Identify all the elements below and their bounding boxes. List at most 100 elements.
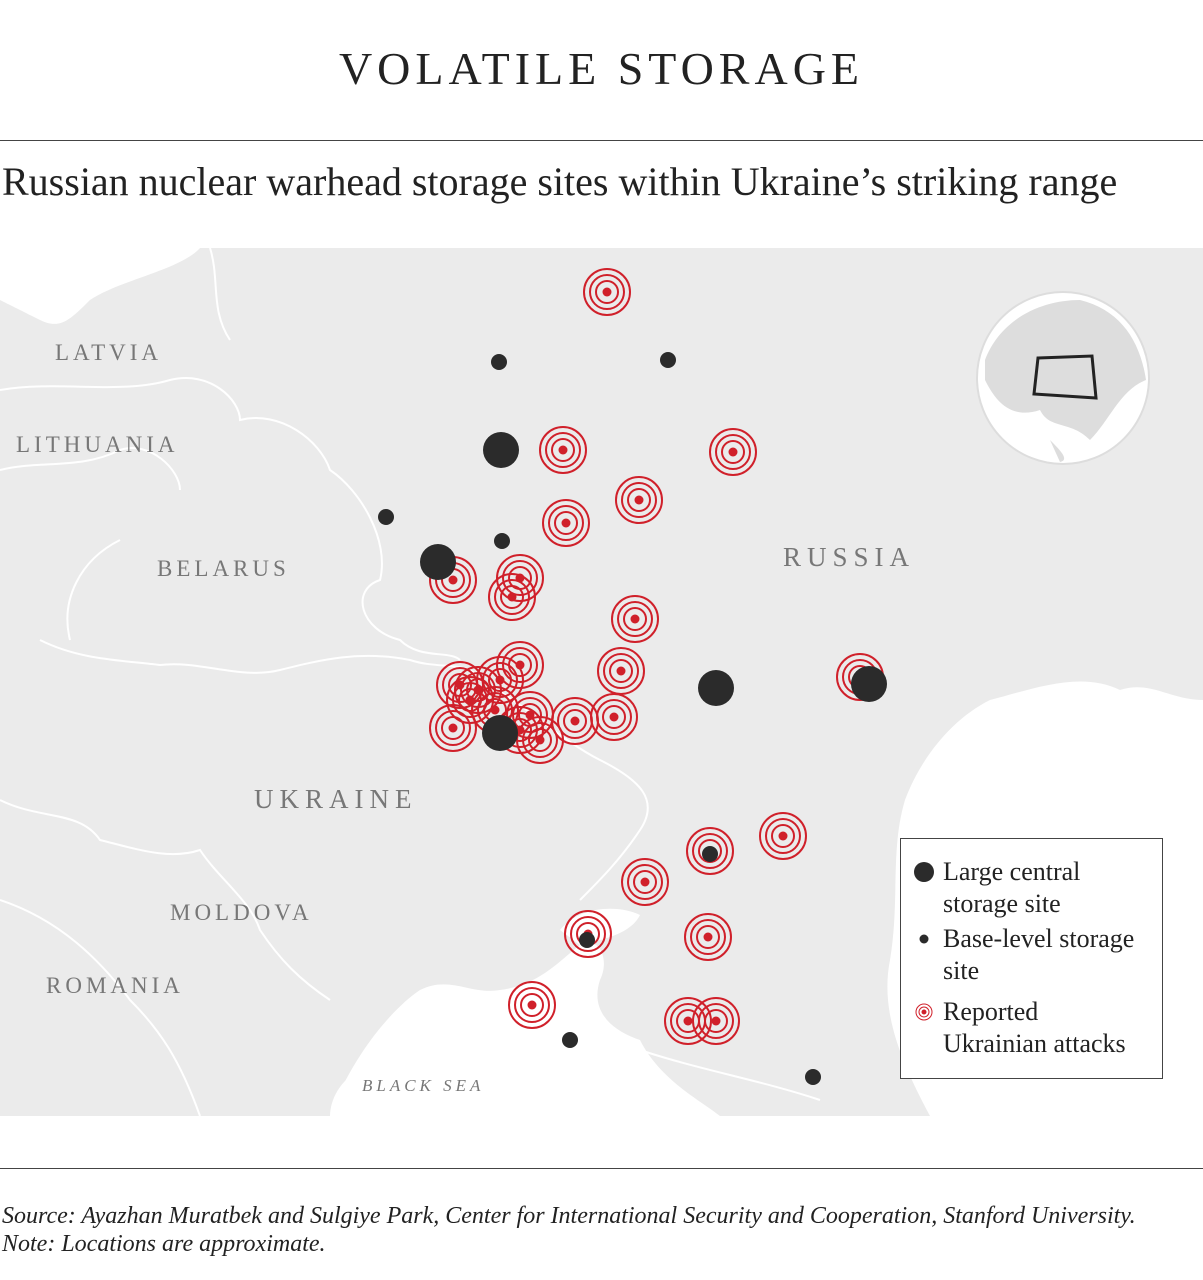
attack-ring <box>603 653 639 689</box>
attack-dot <box>728 447 738 457</box>
base-site <box>378 509 394 525</box>
attack-ring <box>627 864 663 900</box>
attack-ring <box>476 656 524 704</box>
attack-ring <box>611 595 659 643</box>
attack-ring <box>494 579 530 615</box>
attack-ring <box>759 812 807 860</box>
attack-ring <box>528 728 552 752</box>
legend-item: Reported Ukrainian attacks <box>943 997 1126 1058</box>
attack-ring <box>609 659 633 683</box>
attack-marker <box>539 426 587 474</box>
attack-marker <box>542 499 590 547</box>
map-labels: LATVIA LITHUANIA BELARUS RUSSIA UKRAINE … <box>16 340 915 1095</box>
legend-symbols <box>914 862 934 1021</box>
attack-marker <box>709 428 757 476</box>
attack-ring <box>458 688 482 712</box>
attack-ring <box>696 925 720 949</box>
attack-ring <box>692 997 740 1045</box>
attack-dot <box>602 287 612 297</box>
large-site <box>483 432 519 468</box>
attack-marker <box>684 913 732 961</box>
attack-marker <box>496 554 544 602</box>
sea <box>330 942 720 1116</box>
large-site <box>482 715 518 751</box>
attack-ring <box>488 573 536 621</box>
attack-ring <box>771 824 795 848</box>
country-label: RUSSIA <box>783 542 915 572</box>
attack-ring <box>684 913 732 961</box>
attack-ring <box>595 280 619 304</box>
legend-attack-symbol <box>915 1003 933 1021</box>
attack-marker <box>611 595 659 643</box>
attack-ring <box>551 438 575 462</box>
attack-ring <box>496 641 544 689</box>
large-site <box>851 666 887 702</box>
attack-marker <box>692 997 740 1045</box>
attack-dot <box>465 695 475 705</box>
attack-dot <box>515 660 525 670</box>
attack-marker <box>496 641 544 689</box>
attack-marker <box>508 981 556 1029</box>
attack-ring <box>633 870 657 894</box>
attack-ring <box>435 710 471 746</box>
attack-ring <box>496 554 544 602</box>
attack-dot <box>495 675 505 685</box>
attack-ring <box>704 1009 728 1033</box>
attack-ring <box>692 833 728 869</box>
attack-marker <box>583 268 631 316</box>
country-label: LITHUANIA <box>16 432 178 457</box>
base-site <box>660 352 676 368</box>
country-label: UKRAINE <box>254 784 418 814</box>
sea-label: BLACK SEA <box>362 1076 484 1095</box>
attack-marker <box>759 812 807 860</box>
attack-ring <box>542 499 590 547</box>
legend-item: Large central storage site <box>943 857 1081 918</box>
attack-ring <box>563 709 587 733</box>
attack-ring <box>602 705 626 729</box>
attack-ring <box>589 274 625 310</box>
legend: Large central storage site Base-level st… <box>900 838 1163 1079</box>
attack-marker <box>488 573 536 621</box>
attack-marker <box>597 647 645 695</box>
country-label: ROMANIA <box>46 973 184 998</box>
base-site <box>494 533 510 549</box>
attack-ring <box>520 993 544 1017</box>
attack-ring <box>715 434 751 470</box>
attack-ring <box>539 426 587 474</box>
attack-ring <box>627 488 651 512</box>
attack-ring <box>690 919 726 955</box>
attack-ring <box>564 910 612 958</box>
attack-dot <box>683 1016 693 1026</box>
attack-ring <box>615 476 663 524</box>
attack-ring <box>698 1003 734 1039</box>
attack-dot <box>561 518 571 528</box>
country-label: LATVIA <box>55 340 162 365</box>
attack-ring <box>452 682 488 718</box>
locator-globe <box>976 291 1150 465</box>
attack-marker <box>551 697 599 745</box>
attack-ring <box>583 268 631 316</box>
attack-ring <box>441 716 465 740</box>
base-site <box>805 1069 821 1085</box>
attack-ring <box>721 440 745 464</box>
attack-ring <box>765 818 801 854</box>
attack-ring <box>446 676 494 724</box>
base-site <box>702 846 718 862</box>
attack-ring <box>502 647 538 683</box>
sea <box>560 908 640 945</box>
title: VOLATILE STORAGE <box>338 43 865 94</box>
legend-item: Base-level storage site <box>943 924 1135 985</box>
source-note: Source: Ayazhan Muratbek and Sulgiye Par… <box>2 1203 1136 1257</box>
base-site <box>579 932 595 948</box>
attack-ring <box>623 607 647 631</box>
sea <box>330 1070 520 1116</box>
attack-ring <box>514 987 550 1023</box>
attack-ring <box>621 858 669 906</box>
attack-ring <box>709 428 757 476</box>
attack-ring <box>621 482 657 518</box>
attack-ring <box>554 511 578 535</box>
attack-dot <box>558 445 568 455</box>
attack-ring <box>508 653 532 677</box>
attack-ring <box>597 647 645 695</box>
attack-dot <box>616 666 626 676</box>
